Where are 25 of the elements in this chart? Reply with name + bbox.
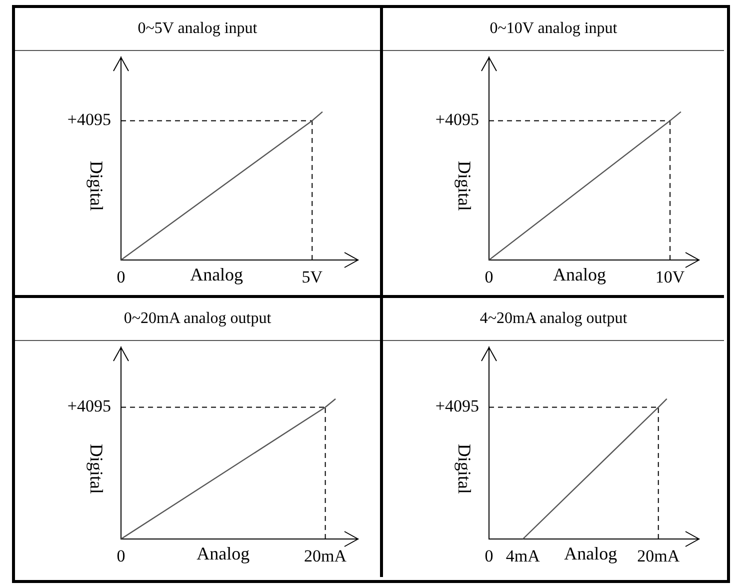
x-axis-title: Analog <box>553 264 606 285</box>
text: +4095 <box>67 396 111 416</box>
y-axis-title: Digital <box>86 160 106 211</box>
chart-title: 0~5V analog input <box>15 8 380 51</box>
x-axis-title: Analog <box>190 264 244 285</box>
chart-title: 4~20mA analog output <box>383 298 724 341</box>
x-tick-label: 5V <box>302 268 324 287</box>
x-tick-label: 4mA <box>506 546 541 566</box>
text: +4095 <box>67 110 111 130</box>
chart-title: 0~20mA analog output <box>15 298 380 341</box>
y-axis-title: Digital <box>86 444 106 494</box>
x-tick-label: 0 <box>116 546 126 566</box>
x-tick-label: 0 <box>484 268 494 287</box>
x-tick-label: 0 <box>116 268 126 287</box>
x-tick-label: 0 <box>484 546 494 566</box>
text: +4095 <box>435 110 479 130</box>
x-tick-label: 20mA <box>637 546 680 566</box>
text: +4095 <box>435 396 479 416</box>
y-axis-title: Digital <box>454 444 474 494</box>
x-axis-title: Analog <box>564 544 618 564</box>
x-tick-label: 10V <box>655 268 686 287</box>
y-axis-title: Digital <box>454 160 474 211</box>
x-tick-label: 20mA <box>304 546 348 566</box>
chart-title: 0~10V analog input <box>383 8 724 51</box>
x-axis-title: Analog <box>196 544 250 564</box>
